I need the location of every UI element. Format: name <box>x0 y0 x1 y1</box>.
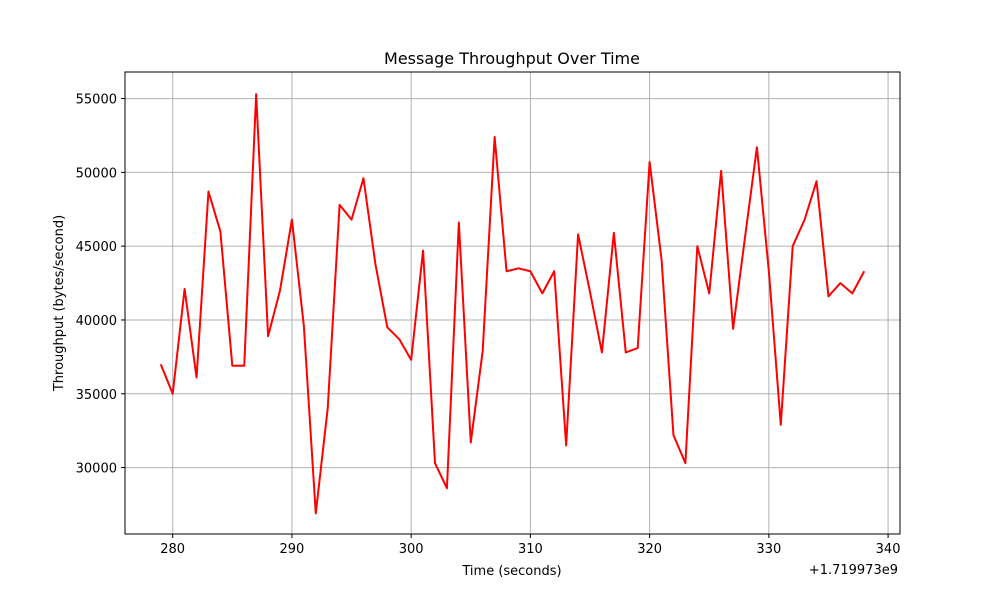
y-tick-label: 40000 <box>76 314 117 329</box>
x-tick-label: 280 <box>160 542 185 557</box>
grid <box>125 72 900 534</box>
y-tick-label: 30000 <box>76 462 117 477</box>
y-tick-label: 35000 <box>76 388 117 403</box>
x-tick-label: 310 <box>518 542 543 557</box>
throughput-series-line <box>159 93 866 515</box>
x-tick-label: 300 <box>399 542 424 557</box>
y-tick-label: 55000 <box>76 93 117 108</box>
x-tick-label: 340 <box>876 542 901 557</box>
x-tick-label: 290 <box>280 542 305 557</box>
y-axis-label: Throughput (bytes/second) <box>52 215 67 392</box>
x-axis-label: Time (seconds) <box>461 564 561 579</box>
chart-title: Message Throughput Over Time <box>384 49 640 68</box>
x-axis-offset-label: +1.719973e9 <box>809 563 898 578</box>
series-layer <box>159 93 866 515</box>
x-tick-label: 320 <box>637 542 662 557</box>
y-tick-label: 45000 <box>76 240 117 255</box>
ticks: 280 290 300 310 320 330 340 30000 35000 40000 4500… <box>76 93 901 557</box>
plot-frame <box>124 71 901 535</box>
x-tick-label: 330 <box>756 542 781 557</box>
y-tick-label: 50000 <box>76 166 117 181</box>
